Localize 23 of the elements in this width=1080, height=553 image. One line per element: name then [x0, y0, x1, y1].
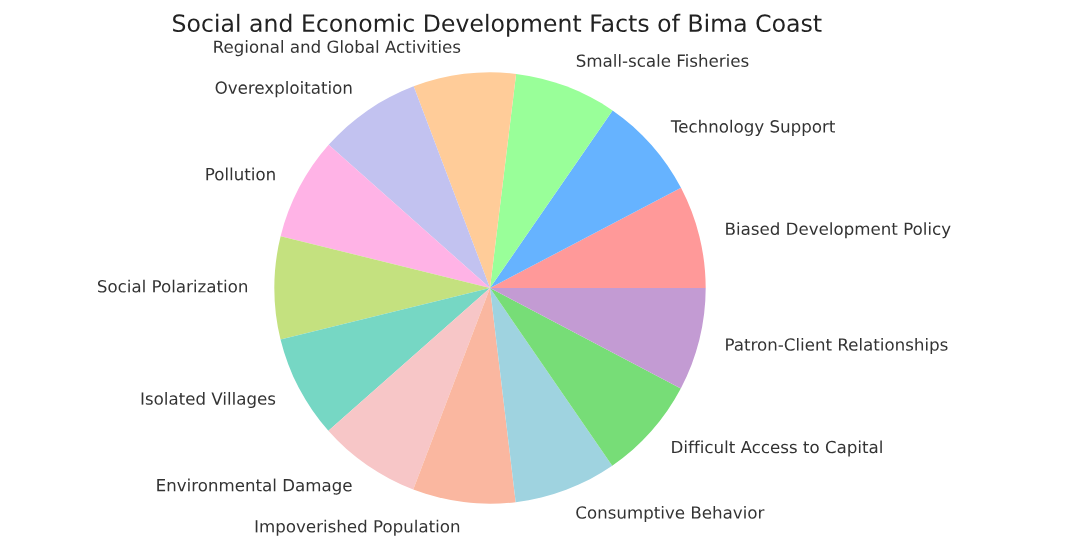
pie-slice	[413, 72, 517, 288]
slice-label: Impoverished Population	[255, 519, 460, 536]
pie-slice	[490, 288, 706, 389]
pie-slice	[490, 187, 706, 288]
slice-label: Environmental Damage	[157, 478, 352, 495]
slice-label: Overexploitation	[215, 81, 352, 98]
slice-label: Patron-Client Relationships	[726, 337, 948, 355]
slice-label: Regional and Global Activities	[214, 40, 461, 57]
pie-slice	[490, 73, 613, 288]
chart-title: Social and Economic Development Facts of Bima Coast	[173, 13, 822, 37]
slice-label: Biased Development Policy	[726, 222, 951, 239]
pie-slice	[274, 236, 490, 340]
slice-label: Difficult Access to Capital	[672, 440, 882, 457]
slice-label: Small-scale Fisheries	[576, 54, 749, 67]
slice-label: Social Polarization	[97, 279, 248, 293]
slice-label: Pollution	[206, 167, 275, 181]
pie-slice	[490, 288, 613, 503]
pie-slice	[280, 288, 490, 431]
pie-slice	[413, 288, 516, 504]
slice-label: Consumptive Behavior	[576, 505, 765, 523]
pie-slice	[280, 144, 490, 288]
slice-label: Isolated Villages	[141, 391, 276, 409]
slice-label: Technology Support	[670, 119, 835, 136]
